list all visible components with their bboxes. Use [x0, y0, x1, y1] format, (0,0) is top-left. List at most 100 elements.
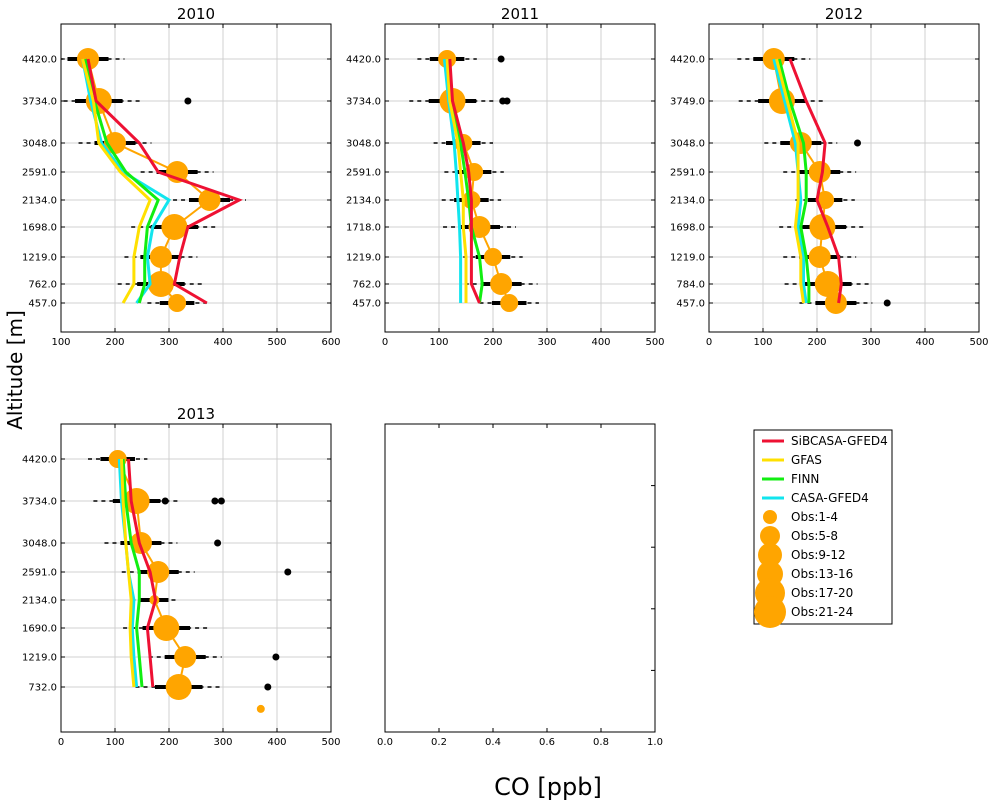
y-tick-label: 762.0	[28, 280, 57, 291]
legend-obs-marker	[763, 510, 777, 524]
obs-marker	[808, 246, 831, 268]
series-line-casa-gfed4	[442, 58, 463, 303]
x-tick-label: 500	[321, 737, 340, 748]
legend-label: Obs:13-16	[791, 567, 853, 581]
x-tick-label: 300	[159, 337, 178, 348]
legend-label: Obs:5-8	[791, 529, 838, 543]
x-tick-label: 0.4	[485, 737, 501, 748]
y-tick-label: 1690.0	[22, 624, 57, 635]
legend-label: SiBCASA-GFED4	[791, 434, 888, 448]
series-line-finn	[121, 458, 144, 688]
outlier-point	[161, 497, 169, 505]
subplot-title: 2011	[501, 5, 539, 23]
y-tick-label: 1698.0	[670, 223, 705, 234]
x-tick-label: 300	[537, 337, 556, 348]
y-tick-label: 2134.0	[22, 196, 57, 207]
y-tick-label: 2134.0	[346, 196, 381, 207]
y-tick-label: 3048.0	[670, 139, 705, 150]
subplots: 100 200 300 400 500 600 4420.0 3734.0 3048.0 2591…	[22, 5, 989, 748]
x-tick-label: 500	[969, 337, 988, 348]
legend-label: Obs:21-24	[791, 605, 853, 619]
subplot-title: 2010	[177, 5, 215, 23]
y-axis-label: Altitude [m]	[3, 310, 27, 430]
y-tick-label: 3048.0	[22, 139, 57, 150]
y-tick-label: 2591.0	[22, 168, 57, 179]
outlier-point	[284, 568, 292, 576]
outlier-point	[854, 139, 861, 147]
x-tick-label: 0.0	[377, 737, 393, 748]
y-tick-label: 1219.0	[22, 653, 57, 664]
y-tick-label: 2134.0	[670, 196, 705, 207]
axes-frame	[384, 423, 656, 733]
y-tick-label: 2134.0	[22, 596, 57, 607]
legend-label: FINN	[791, 472, 819, 486]
subplot-empty: 0.0 0.2 0.4 0.6 0.8 1.0	[377, 423, 663, 748]
y-tick-label: 3734.0	[22, 497, 57, 508]
x-tick-label: 500	[267, 337, 286, 348]
obs-marker	[484, 248, 502, 266]
x-tick-label: 0	[382, 337, 388, 348]
y-tick-label: 4420.0	[346, 55, 381, 66]
series-line-gfas	[775, 58, 805, 304]
series-line-sibcasa-gfed4	[127, 458, 158, 688]
obs-marker	[198, 189, 221, 211]
x-tick-label: 100	[51, 337, 70, 348]
x-tick-label: 500	[645, 337, 664, 348]
obs-marker	[824, 292, 847, 314]
y-tick-label: 457.0	[352, 299, 381, 310]
obs-marker	[161, 214, 188, 240]
obs-marker	[165, 674, 192, 700]
obs-marker	[490, 273, 513, 295]
subplot-title: 2012	[825, 5, 863, 23]
y-tick-label: 732.0	[28, 683, 57, 694]
obs-marker	[174, 646, 197, 668]
x-tick-label: 400	[915, 337, 934, 348]
series-line-finn	[445, 58, 484, 304]
x-axis-label: CO [ppb]	[494, 773, 602, 801]
obs-marker	[129, 532, 152, 554]
y-tick-label: 3734.0	[346, 97, 381, 108]
outlier-point	[184, 97, 192, 105]
y-tick-label: 3749.0	[670, 97, 705, 108]
x-tick-label: 200	[105, 337, 124, 348]
y-tick-label: 3048.0	[346, 139, 381, 150]
y-tick-label: 2591.0	[346, 168, 381, 179]
subplot-2013: 0 100 200 300 400 500 4420.0 3734.0 3048.0 2591.0…	[22, 405, 341, 748]
outlier-point	[214, 539, 222, 547]
legend-label: GFAS	[791, 453, 822, 467]
outlier-point	[217, 497, 225, 505]
series-line-finn	[777, 58, 811, 303]
x-tick-label: 100	[429, 337, 448, 348]
obs-marker	[149, 246, 172, 268]
y-tick-label: 457.0	[676, 299, 705, 310]
obs-marker	[816, 191, 835, 209]
y-tick-label: 784.0	[676, 280, 705, 291]
outlier-point	[264, 683, 272, 691]
legend-label: CASA-GFED4	[791, 491, 869, 505]
x-tick-label: 600	[321, 337, 340, 348]
y-tick-label: 1718.0	[346, 223, 381, 234]
outlier-point	[211, 497, 219, 505]
y-tick-label: 3734.0	[22, 97, 57, 108]
y-tick-label: 4420.0	[670, 55, 705, 66]
x-tick-label: 0.2	[431, 737, 447, 748]
y-tick-label: 4420.0	[22, 455, 57, 466]
outlier-point	[497, 55, 505, 63]
x-tick-label: 400	[591, 337, 610, 348]
y-tick-label: 2591.0	[22, 568, 57, 579]
x-tick-label: 200	[483, 337, 502, 348]
obs-marker	[168, 294, 187, 312]
series-line-finn	[83, 58, 160, 304]
axes-frame	[60, 423, 332, 733]
series-line-gfas	[119, 458, 136, 688]
axes-frame	[708, 23, 980, 333]
y-tick-label: 2591.0	[670, 168, 705, 179]
x-tick-label: 400	[213, 337, 232, 348]
obs-marker	[147, 271, 174, 297]
subplot-2010: 100 200 300 400 500 600 4420.0 3734.0 3048.0 2591…	[22, 5, 341, 348]
x-tick-label: 300	[213, 737, 232, 748]
x-tick-label: 0	[58, 737, 64, 748]
legend-label: Obs:9-12	[791, 548, 846, 562]
obs-marker	[153, 615, 180, 641]
